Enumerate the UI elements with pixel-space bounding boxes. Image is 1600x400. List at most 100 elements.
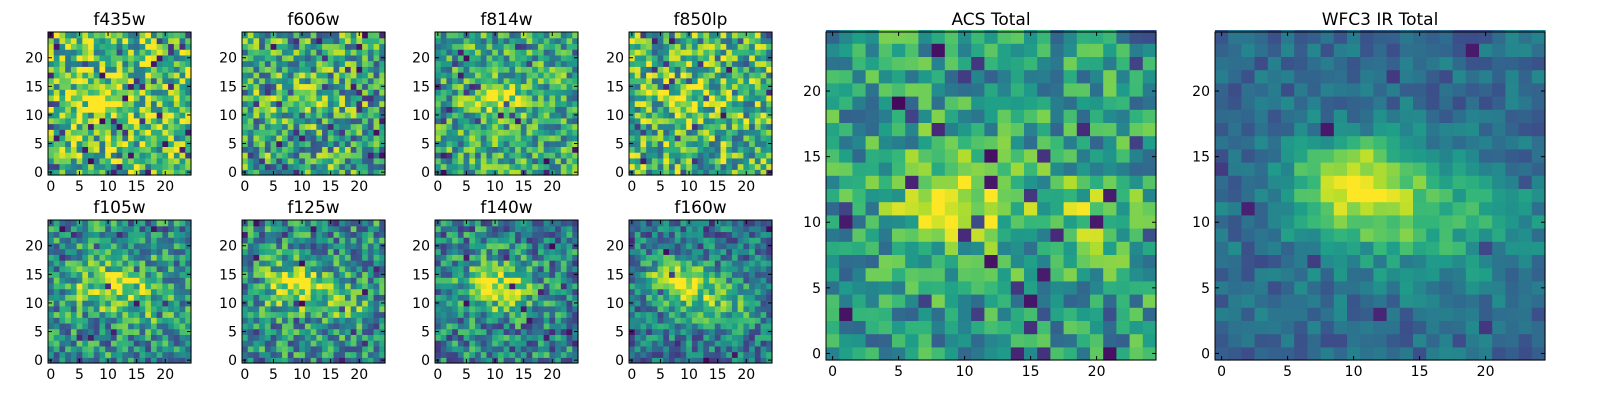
heatmap-cell: [714, 277, 722, 284]
heatmap-cell: [259, 357, 266, 364]
heatmap-cell: [356, 237, 363, 244]
heatmap-cell: [555, 106, 562, 113]
heatmap-cell: [640, 277, 647, 284]
heatmap-cell: [327, 37, 335, 45]
heatmap-cell: [287, 32, 295, 39]
heatmap-cell: [122, 265, 129, 273]
heatmap-cell: [373, 123, 380, 130]
heatmap-cell: [680, 54, 687, 62]
heatmap-cell: [469, 294, 476, 301]
heatmap-cell: [749, 277, 756, 284]
panel-title: f850lp: [674, 10, 728, 30]
heatmap-cell: [566, 271, 573, 278]
heatmap-cell: [247, 357, 255, 364]
heatmap-cell: [686, 300, 693, 307]
heatmap-cell: [766, 43, 773, 50]
heatmap-cell: [333, 294, 340, 301]
heatmap-cell: [640, 152, 647, 159]
heatmap-cell: [122, 60, 129, 67]
heatmap-cell: [53, 345, 61, 353]
heatmap-cell: [122, 340, 129, 347]
heatmap-cell: [333, 300, 340, 307]
heatmap-cell: [145, 49, 152, 56]
heatmap-cell: [247, 83, 255, 90]
heatmap-cell: [697, 163, 704, 170]
heatmap-cell: [555, 112, 562, 119]
y-tick-label: 10: [219, 296, 237, 312]
heatmap-cell: [327, 106, 335, 113]
heatmap-cell: [168, 66, 175, 73]
heatmap-cell: [497, 129, 505, 136]
heatmap-cell: [253, 169, 260, 176]
heatmap-cell: [663, 157, 670, 165]
heatmap-cell: [287, 43, 295, 50]
heatmap-cell: [726, 277, 733, 284]
heatmap-cell: [270, 89, 277, 96]
heatmap-cell: [259, 163, 266, 170]
heatmap-cell: [480, 305, 488, 313]
heatmap-cell: [242, 157, 249, 165]
heatmap-cell: [293, 54, 300, 62]
heatmap-cell: [497, 123, 505, 130]
heatmap-cell: [651, 288, 659, 295]
heatmap-cell: [82, 357, 89, 364]
heatmap-cell: [555, 260, 562, 267]
heatmap-cell: [339, 357, 346, 364]
heatmap-cell: [339, 265, 346, 273]
heatmap-cell: [497, 231, 505, 238]
heatmap-cell: [646, 169, 653, 176]
heatmap-cell: [492, 322, 499, 330]
heatmap-cell: [316, 317, 323, 324]
heatmap-cell: [105, 328, 112, 335]
heatmap-cell: [657, 157, 664, 165]
heatmap-cell: [128, 106, 135, 113]
heatmap-cell: [150, 357, 158, 364]
heatmap-cell: [737, 49, 744, 56]
heatmap-cell: [651, 340, 659, 347]
heatmap-cell: [480, 220, 488, 227]
heatmap-cell: [350, 345, 357, 353]
heatmap-cell: [270, 265, 277, 273]
heatmap-cell: [185, 345, 192, 353]
heatmap-cell: [566, 300, 573, 307]
heatmap-cell: [515, 288, 522, 295]
heatmap-cell: [463, 254, 470, 261]
heatmap-cell: [714, 112, 722, 119]
heatmap-cell: [65, 146, 72, 153]
heatmap-cell: [116, 140, 123, 147]
heatmap-cell: [344, 322, 352, 330]
heatmap-cell: [629, 37, 636, 45]
heatmap-cell: [503, 112, 510, 119]
heatmap-cell: [310, 340, 317, 347]
heatmap-cell: [537, 311, 545, 318]
heatmap-cell: [287, 112, 295, 119]
heatmap-cell: [452, 77, 459, 85]
heatmap-cell: [651, 117, 659, 125]
heatmap-cell: [70, 357, 78, 364]
heatmap-cell: [270, 351, 277, 358]
heatmap-cell: [304, 317, 312, 324]
heatmap-cell: [663, 163, 670, 170]
heatmap-cell: [276, 60, 283, 67]
heatmap-cell: [503, 300, 510, 307]
heatmap-cell: [572, 322, 579, 330]
heatmap-cell: [651, 32, 659, 39]
heatmap-cell: [350, 260, 357, 267]
heatmap-cell: [93, 32, 101, 39]
heatmap-cell: [520, 282, 528, 290]
heatmap-cell: [560, 345, 568, 353]
heatmap-cell: [162, 100, 169, 107]
heatmap-cell: [259, 152, 266, 159]
heatmap-cell: [440, 100, 448, 107]
heatmap-cell: [379, 100, 386, 107]
heatmap-cell: [316, 254, 323, 261]
heatmap-cell: [327, 152, 335, 159]
x-tick-label: 15: [322, 367, 340, 383]
heatmap-cell: [543, 134, 550, 142]
heatmap-cell: [179, 100, 186, 107]
heatmap-cell: [173, 305, 181, 313]
heatmap-cell: [486, 248, 493, 255]
heatmap-cell: [572, 288, 579, 295]
heatmap-cell: [703, 294, 710, 301]
heatmap-cell: [122, 163, 129, 170]
